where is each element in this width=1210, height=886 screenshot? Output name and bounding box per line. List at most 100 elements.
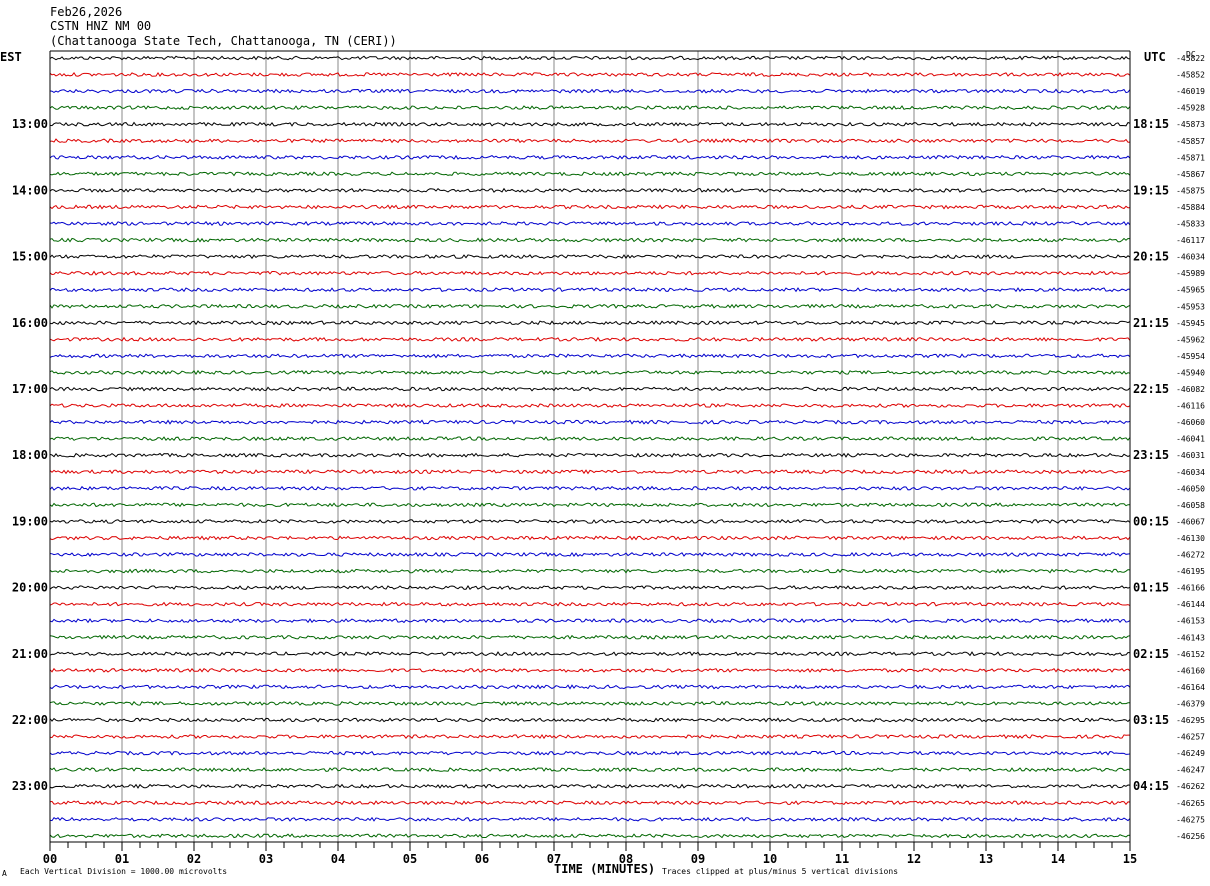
trace-group [49,55,1131,839]
trace-line [49,403,1131,409]
dc-value-label: -46272 [1176,551,1205,560]
est-hour-label: 15:00 [12,250,48,264]
dc-value-label: -45945 [1176,319,1205,328]
dc-value-label: -46275 [1176,815,1205,824]
trace-line [49,518,1131,524]
plot-date: Feb26,2026 [50,5,123,19]
trace-line [49,237,1131,243]
dc-value-label: -46034 [1176,468,1205,477]
est-hour-label: 18:00 [12,448,48,462]
dc-value-label: -45940 [1176,368,1205,377]
dc-value-label: -46050 [1176,484,1205,493]
dc-value-label: -46034 [1176,253,1205,262]
trace-line [49,55,1131,61]
dc-value-label: -45857 [1176,137,1205,146]
trace-line [49,684,1131,690]
dc-value-label: -45954 [1176,352,1205,361]
trace-line [49,353,1131,359]
utc-hour-label: 22:15 [1133,382,1169,396]
est-hour-label: 17:00 [12,382,48,396]
dc-value-label: -46144 [1176,600,1205,609]
trace-line [49,816,1131,822]
trace-line [49,833,1131,839]
dc-value-label: -46082 [1176,385,1205,394]
trace-line [49,320,1131,326]
dc-value-label: -45953 [1176,302,1205,311]
dc-value-label: -46160 [1176,666,1205,675]
trace-line [49,187,1131,194]
axis-labels: 00 01 02 03 04 05 06 07 08 09 10 11 12 13 14 15 -45822 -4… [0,50,1205,866]
dc-value-label: -45965 [1176,286,1205,295]
est-hour-label: 13:00 [12,117,48,131]
trace-line [49,717,1131,723]
trace-line [49,121,1131,127]
dc-value-label: -45928 [1176,104,1205,113]
dc-value-label: -46257 [1176,733,1205,742]
x-tick-label: 11 [835,852,849,866]
dc-value-label: -46143 [1176,633,1205,642]
trace-line [49,651,1131,657]
trace-line [49,436,1131,442]
trace-line [49,369,1131,376]
trace-line [49,700,1130,706]
dc-value-label: -45871 [1176,153,1205,162]
utc-hour-label: 03:15 [1133,713,1169,727]
dc-value-label: -46247 [1176,766,1205,775]
utc-hour-label: 21:15 [1133,316,1169,330]
utc-hour-label: 00:15 [1133,514,1169,528]
dc-value-label: -46067 [1176,517,1205,526]
dc-value-label: -46058 [1176,501,1205,510]
trace-line [49,452,1131,458]
trace-line [49,419,1131,425]
trace-line [49,469,1131,475]
dc-value-label: -46117 [1176,236,1205,245]
dc-value-label: -45833 [1176,220,1205,229]
corner-mark: A [2,869,7,878]
trace-line [49,171,1131,177]
dc-value-label: -46262 [1176,782,1205,791]
x-tick-label: 05 [403,852,417,866]
dc-value-label: -45962 [1176,335,1205,344]
x-tick-label: 08 [619,852,633,866]
utc-hour-label: 01:15 [1133,581,1169,595]
est-axis-label: EST [0,50,22,64]
trace-line [49,254,1131,260]
trace-line [49,750,1131,756]
est-hour-label: 23:00 [12,779,48,793]
utc-axis-label: UTC [1144,50,1166,64]
dc-value-label: -46265 [1176,799,1205,808]
trace-line [49,336,1131,342]
x-tick-label: 15 [1123,852,1137,866]
x-tick-label: 10 [763,852,777,866]
dc-value-label: -45989 [1176,269,1205,278]
x-tick-label: 14 [1051,852,1065,866]
trace-line [49,138,1131,144]
dc-value-label: -46256 [1176,832,1205,841]
grid-lines [121,51,1059,842]
vertical-division-note: Each Vertical Division = 1000.00 microvo… [20,867,228,876]
x-tick-label: 00 [43,852,57,866]
trace-line [49,618,1131,624]
dc-value-label: -45873 [1176,120,1205,129]
x-tick-label: 13 [979,852,993,866]
x-tick-label: 03 [259,852,273,866]
trace-line [49,88,1131,94]
trace-line [49,154,1131,160]
plot-frame [49,50,1131,851]
clip-note: Traces clipped at plus/minus 5 vertical … [662,867,899,876]
trace-line [49,535,1131,541]
utc-hour-label: 02:15 [1133,647,1169,661]
trace-line [49,221,1131,227]
trace-line [49,667,1131,673]
trace-line [49,204,1130,210]
trace-line [49,270,1131,276]
est-hour-label: 22:00 [12,713,48,727]
x-tick-label: 02 [187,852,201,866]
trace-line [49,800,1131,806]
x-axis-title: TIME (MINUTES) [554,862,656,876]
dc-label: DC [1186,50,1196,59]
dc-value-label: -45867 [1176,170,1205,179]
dc-value-label: -46153 [1176,617,1205,626]
dc-value-label: -46041 [1176,435,1205,444]
